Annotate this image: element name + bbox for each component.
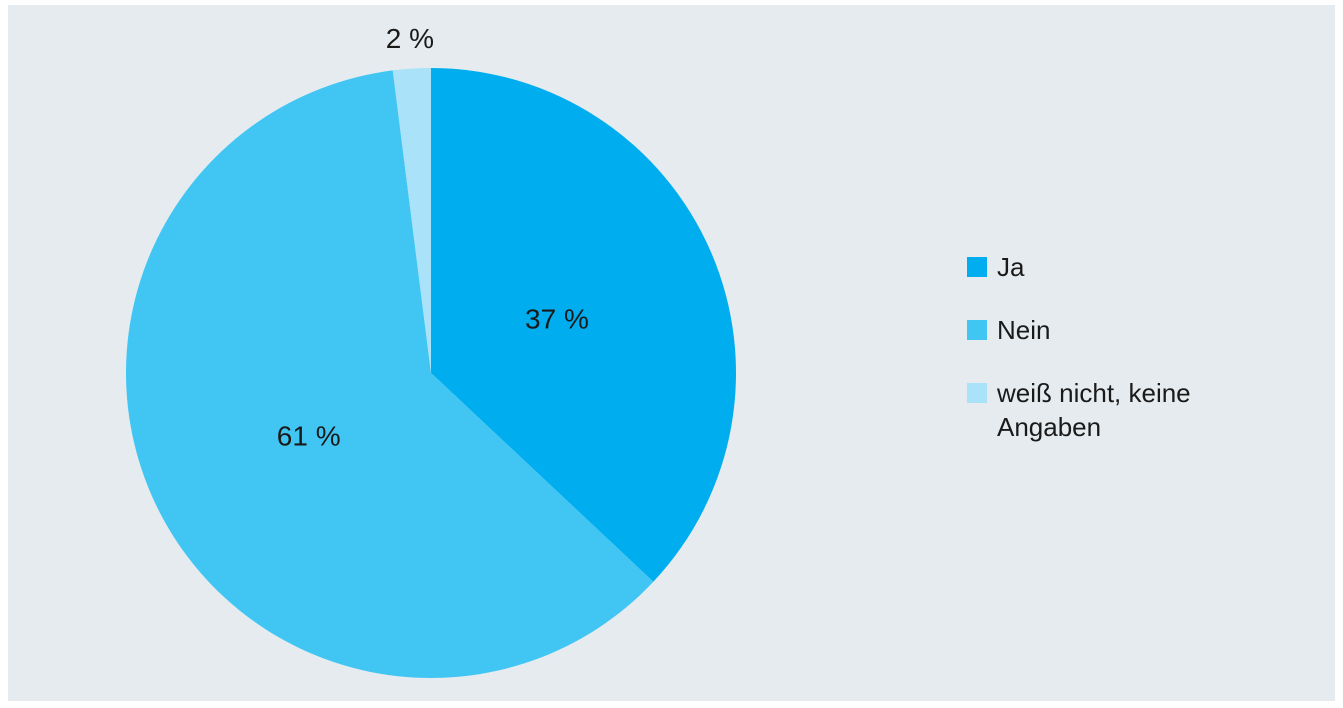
legend-swatch-weiss-nicht [967, 383, 987, 403]
slice-label-ja: 37 % [525, 303, 589, 334]
legend-item-ja: Ja [967, 250, 1287, 284]
slice-nein [125, 70, 654, 678]
slice-label-weiss-nicht: 2 % [386, 23, 434, 54]
legend-swatch-ja [967, 257, 987, 277]
legend-swatch-nein [967, 320, 987, 340]
legend-label-ja: Ja [997, 252, 1025, 282]
slice-label-nein: 61 % [277, 420, 341, 451]
legend-label-nein: Nein [997, 315, 1051, 345]
legend: Ja Nein weiß nicht, keine Angaben [967, 250, 1287, 473]
legend-item-nein: Nein [967, 313, 1287, 347]
slice-ja [431, 68, 736, 582]
legend-item-weiss-nicht: weiß nicht, keine Angaben [967, 376, 1287, 444]
slice-weiss-nicht [392, 68, 431, 373]
legend-label-weiss-nicht: weiß nicht, keine Angaben [997, 378, 1191, 442]
